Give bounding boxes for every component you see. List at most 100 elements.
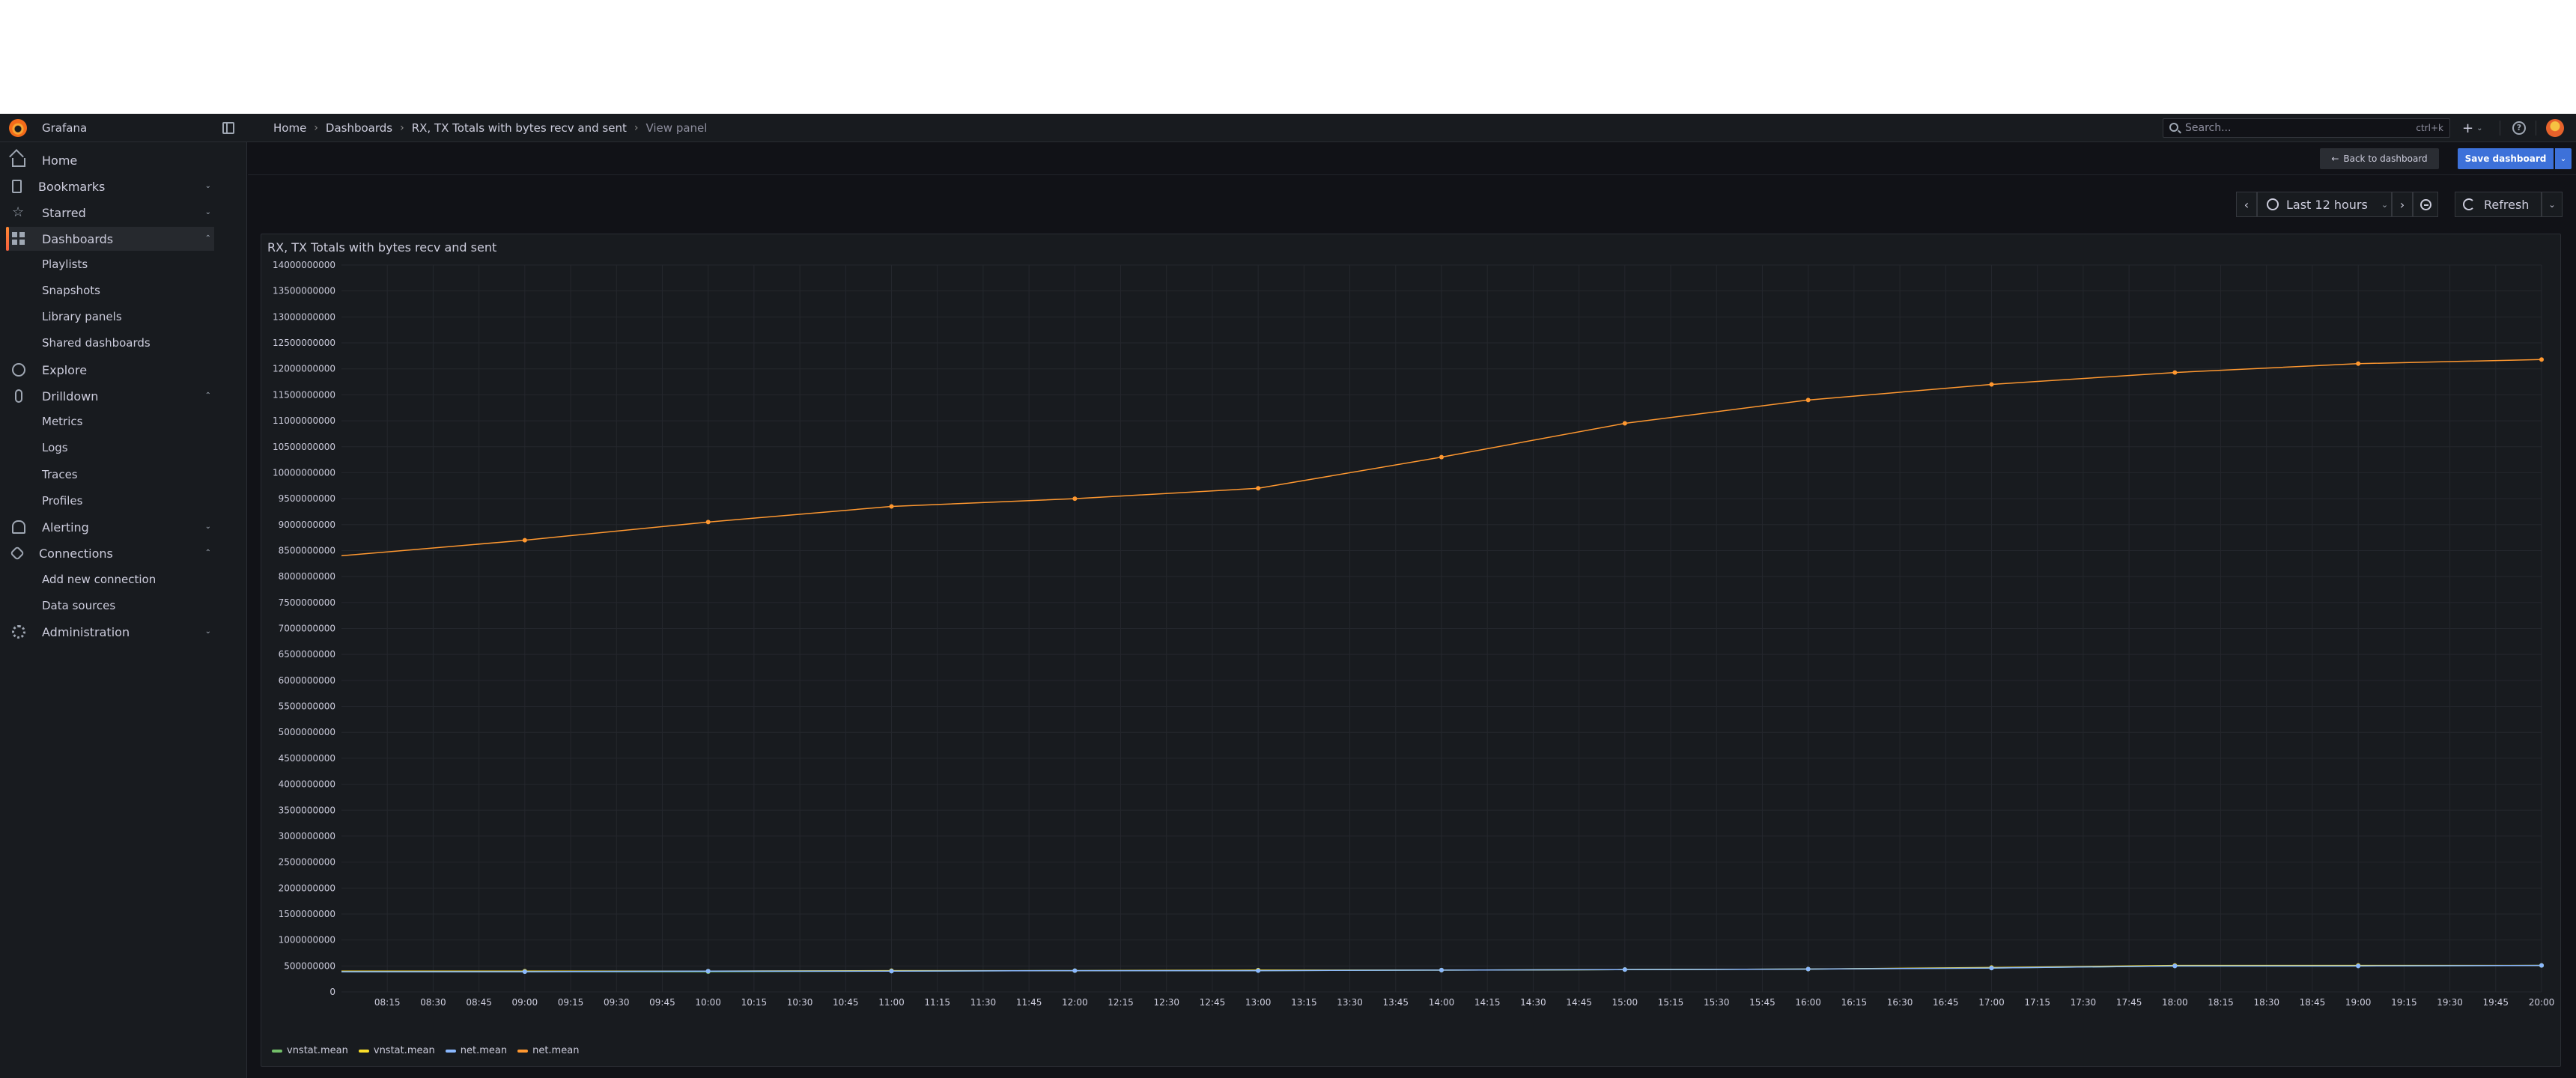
sidebar-item-data-sources[interactable]: Data sources xyxy=(42,599,116,612)
sidebar-item-alerting[interactable]: Alerting ⌄ xyxy=(6,515,214,539)
new-button[interactable]: + ⌄ xyxy=(2462,119,2492,137)
chevron-down-icon[interactable]: ⌄ xyxy=(204,627,211,636)
breadcrumb-dashboard[interactable]: RX, TX Totals with bytes recv and sent xyxy=(411,121,627,135)
data-point xyxy=(1989,966,1994,971)
legend-label: vnstat.mean xyxy=(373,1045,435,1056)
breadcrumb-dashboards[interactable]: Dashboards xyxy=(325,121,393,135)
legend-item[interactable]: vnstat.mean xyxy=(272,1045,348,1056)
sidebar-item-administration[interactable]: Administration ⌄ xyxy=(6,620,214,644)
time-shift-back-button[interactable]: ‹ xyxy=(2236,192,2257,217)
legend-item[interactable]: net.mean xyxy=(445,1045,508,1056)
dock-menu-icon[interactable] xyxy=(222,122,234,134)
x-tick-label: 08:30 xyxy=(420,997,446,1008)
grafana-logo-icon[interactable] xyxy=(9,119,27,137)
sidebar-item-metrics[interactable]: Metrics xyxy=(42,415,83,428)
star-icon: ☆ xyxy=(12,204,25,220)
y-tick-label: 11500000000 xyxy=(273,389,335,400)
data-point xyxy=(1989,382,1994,387)
search-icon xyxy=(2169,123,2178,132)
compass-icon xyxy=(12,363,25,377)
zoom-out-button[interactable] xyxy=(2413,192,2438,217)
chevron-up-icon[interactable]: ⌃ xyxy=(204,392,211,400)
data-point xyxy=(2539,357,2544,362)
x-tick-label: 11:45 xyxy=(1016,997,1042,1008)
y-tick-label: 9000000000 xyxy=(279,520,335,530)
time-range-label: Last 12 hours xyxy=(2286,197,2368,212)
sidebar-item-explore[interactable]: Explore xyxy=(6,358,214,382)
chevron-down-icon[interactable]: ⌄ xyxy=(204,182,211,190)
chevron-down-icon: ⌄ xyxy=(2476,124,2483,133)
sidebar-item-library-panels[interactable]: Library panels xyxy=(42,310,122,323)
breadcrumb-home[interactable]: Home xyxy=(273,121,307,135)
time-shift-forward-button[interactable]: › xyxy=(2392,192,2413,217)
data-point xyxy=(2539,963,2544,968)
y-tick-label: 8500000000 xyxy=(279,545,335,555)
x-tick-label: 14:45 xyxy=(1566,997,1592,1008)
x-tick-label: 14:00 xyxy=(1429,997,1455,1008)
legend-item[interactable]: vnstat.mean xyxy=(358,1045,435,1056)
y-tick-label: 10500000000 xyxy=(273,442,335,452)
sidebar-item-traces[interactable]: Traces xyxy=(42,468,78,481)
back-to-dashboard-button[interactable]: ← Back to dashboard xyxy=(2320,148,2439,169)
legend-label: net.mean xyxy=(460,1045,508,1056)
data-point xyxy=(1622,967,1627,972)
search-input[interactable]: Search... ctrl+k xyxy=(2163,118,2450,138)
x-tick-label: 18:45 xyxy=(2300,997,2326,1008)
y-tick-label: 500000000 xyxy=(284,960,335,971)
x-tick-label: 10:45 xyxy=(833,997,859,1008)
avatar[interactable] xyxy=(2546,119,2564,137)
chevron-down-icon[interactable]: ⌄ xyxy=(204,208,211,216)
save-dashboard-button[interactable]: Save dashboard xyxy=(2458,148,2554,169)
sidebar-item-snapshots[interactable]: Snapshots xyxy=(42,284,100,297)
sidebar-item-shared-dashboards[interactable]: Shared dashboards xyxy=(42,336,151,350)
refresh-interval-button[interactable]: ⌄ xyxy=(2542,192,2563,217)
y-tick-label: 6500000000 xyxy=(279,649,335,660)
sidebar: Home Bookmarks ⌄ ☆ Starred ⌄ Dashboards … xyxy=(0,142,247,1078)
sidebar-item-dashboards[interactable]: Dashboards ⌃ xyxy=(6,227,214,251)
sidebar-item-label: Bookmarks xyxy=(38,179,106,194)
sidebar-item-playlists[interactable]: Playlists xyxy=(42,258,88,271)
save-options-button[interactable]: ⌄ xyxy=(2555,148,2572,169)
clock-icon xyxy=(2267,198,2279,210)
x-tick-label: 12:30 xyxy=(1153,997,1179,1008)
refresh-label: Refresh xyxy=(2484,197,2530,212)
chevron-up-icon[interactable]: ⌃ xyxy=(204,549,211,557)
y-tick-label: 6000000000 xyxy=(279,675,335,686)
y-tick-label: 11000000000 xyxy=(273,415,335,426)
x-tick-label: 09:30 xyxy=(604,997,630,1008)
y-tick-label: 1000000000 xyxy=(279,935,335,945)
x-tick-label: 13:00 xyxy=(1245,997,1272,1008)
sidebar-item-profiles[interactable]: Profiles xyxy=(42,494,83,508)
time-range-picker[interactable]: Last 12 hours ⌄ xyxy=(2257,192,2392,217)
data-point xyxy=(1439,454,1444,460)
sidebar-item-home[interactable]: Home xyxy=(6,148,214,172)
sidebar-item-add-new-connection[interactable]: Add new connection xyxy=(42,573,157,586)
x-tick-label: 13:30 xyxy=(1337,997,1363,1008)
sidebar-item-connections[interactable]: Connections ⌃ xyxy=(6,541,214,565)
refresh-button[interactable]: Refresh xyxy=(2455,192,2542,217)
sidebar-item-logs[interactable]: Logs xyxy=(42,441,68,454)
refresh-icon xyxy=(2463,198,2475,210)
sidebar-item-drilldown[interactable]: Drilldown ⌃ xyxy=(6,384,214,408)
chevron-right-icon: › xyxy=(400,122,404,134)
x-tick-label: 19:45 xyxy=(2482,997,2509,1008)
help-icon[interactable]: ? xyxy=(2512,121,2526,135)
y-tick-label: 8000000000 xyxy=(279,571,335,582)
time-series-chart[interactable]: 0 500000000 1000000000 1500000000 2000000000… xyxy=(261,234,2560,1066)
x-tick-label: 19:30 xyxy=(2437,997,2463,1008)
y-tick-label: 7000000000 xyxy=(279,624,335,634)
x-tick-label: 14:30 xyxy=(1520,997,1546,1008)
sidebar-item-bookmarks[interactable]: Bookmarks ⌄ xyxy=(6,174,214,198)
chevron-up-icon[interactable]: ⌃ xyxy=(204,234,211,243)
sidebar-item-starred[interactable]: ☆ Starred ⌄ xyxy=(6,201,214,225)
data-point xyxy=(1805,966,1811,972)
x-tick-label: 09:45 xyxy=(649,997,675,1008)
x-tick-label: 15:00 xyxy=(1612,997,1638,1008)
breadcrumb: Home › Dashboards › RX, TX Totals with b… xyxy=(273,121,707,135)
chevron-down-icon[interactable]: ⌄ xyxy=(204,523,211,531)
sidebar-item-label: Drilldown xyxy=(42,389,99,404)
legend-item[interactable]: net.mean xyxy=(517,1045,579,1056)
y-tick-label: 12500000000 xyxy=(273,338,335,348)
y-tick-label: 10000000000 xyxy=(273,467,335,478)
grafana-app: Grafana Home › Dashboards › RX, TX Total… xyxy=(0,114,2576,1078)
